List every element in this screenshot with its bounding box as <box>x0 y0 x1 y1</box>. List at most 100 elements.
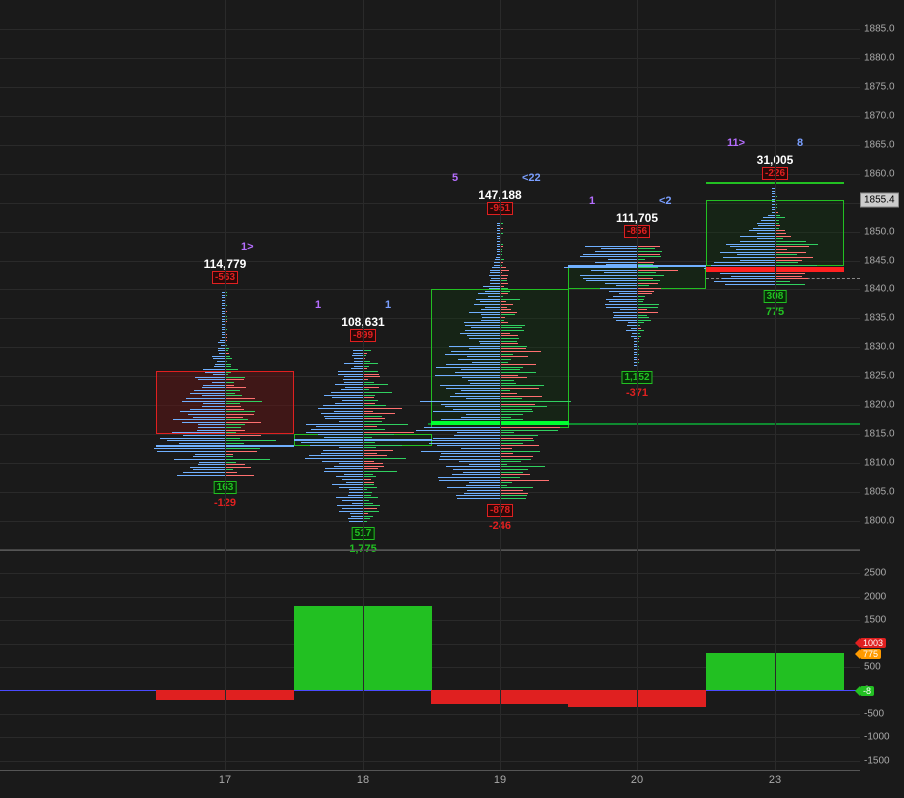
profile-ask <box>637 304 659 305</box>
absorption-count: 8 <box>797 137 803 149</box>
y-tick-label: 1840.0 <box>864 284 895 295</box>
profile-bid <box>468 380 500 381</box>
profile-ask <box>225 448 260 449</box>
profile-bid <box>342 500 363 501</box>
profile-ask <box>225 379 244 380</box>
profile-ask <box>225 358 232 359</box>
profile-bid <box>190 467 225 468</box>
y-tick-label: 1825.0 <box>864 371 895 382</box>
profile-ask <box>500 362 508 363</box>
y-tick-label: 1870.0 <box>864 110 895 121</box>
profile-ask <box>225 459 270 460</box>
profile-ask <box>363 418 385 419</box>
gridline-h <box>0 714 860 715</box>
profile-bid <box>467 335 500 336</box>
profile-ask <box>363 395 375 396</box>
profile-bid <box>469 338 500 339</box>
profile-ask <box>775 276 802 277</box>
x-axis-line <box>0 770 860 771</box>
profile-ask <box>500 393 517 394</box>
profile-bid <box>322 461 363 462</box>
gridline-h <box>0 347 860 348</box>
profile-bid <box>461 417 500 418</box>
profile-ask <box>363 392 392 393</box>
profile-ask <box>225 403 240 404</box>
profile-bid <box>342 400 363 401</box>
profile-ask <box>637 256 661 257</box>
profile-bid <box>469 312 500 313</box>
main-price-panel[interactable]: 114,779-5631>163-129108,631-899115171,77… <box>0 0 860 550</box>
profile-bid <box>585 246 637 247</box>
profile-ask <box>637 272 656 273</box>
y-tick-label: 1880.0 <box>864 52 895 63</box>
profile-ask <box>363 432 414 433</box>
profile-bid <box>466 485 500 486</box>
current-price-marker: 1855.4 <box>860 193 899 208</box>
profile-ask <box>500 367 523 368</box>
profile-ask <box>363 479 371 480</box>
gridline-h <box>0 463 860 464</box>
profile-ask <box>363 508 377 509</box>
profile-ask <box>225 419 248 420</box>
profile-bid <box>167 440 225 441</box>
sub-zero-line <box>0 690 860 691</box>
y-tick-label: 1830.0 <box>864 342 895 353</box>
profile-ask <box>225 401 262 402</box>
profile-ask <box>500 388 539 389</box>
profile-bid <box>731 276 775 277</box>
profile-ask <box>500 490 523 491</box>
profile-bid <box>324 471 363 472</box>
profile-ask <box>500 293 508 294</box>
profile-bid <box>157 451 225 452</box>
profile-ask <box>637 259 645 260</box>
profile-ask <box>363 397 374 398</box>
profile-bid <box>339 421 363 422</box>
profile-bid <box>213 374 225 375</box>
profile-bid <box>350 513 363 514</box>
profile-bid <box>472 362 500 363</box>
profile-bid <box>483 286 500 287</box>
profile-ask <box>225 472 237 473</box>
profile-bid <box>182 422 225 423</box>
profile-bid <box>318 434 363 435</box>
profile-bid <box>465 330 500 331</box>
profile-ask <box>225 438 240 439</box>
sub-axis-marker: 1003 <box>860 638 886 648</box>
profile-ask <box>500 396 542 397</box>
profile-bid <box>321 413 363 414</box>
profile-ask <box>500 459 531 460</box>
profile-bid <box>490 270 500 271</box>
gridline-h <box>0 29 860 30</box>
profile-bid <box>344 474 363 475</box>
profile-bid <box>306 432 363 433</box>
profile-bid <box>218 342 225 343</box>
profile-ask <box>363 429 385 430</box>
profile-bid <box>203 385 225 386</box>
profile-bid <box>174 459 225 460</box>
profile-bid <box>212 356 225 357</box>
gridline-v <box>225 0 226 770</box>
profile-bid <box>604 272 637 273</box>
profile-ask <box>500 354 513 355</box>
profile-bid <box>465 325 500 326</box>
profile-bid <box>352 503 363 504</box>
sub-indicator-panel[interactable] <box>0 550 860 770</box>
profile-bid <box>616 320 637 321</box>
profile-ask <box>225 369 238 370</box>
y-tick-label: 1805.0 <box>864 487 895 498</box>
profile-ask <box>637 285 649 286</box>
absorption-count: <22 <box>522 172 541 184</box>
profile-ask <box>225 382 234 383</box>
profile-bid <box>740 260 775 261</box>
profile-ask <box>775 236 791 237</box>
profile-ask <box>225 462 236 463</box>
profile-ask <box>637 309 647 310</box>
profile-bid <box>480 343 500 344</box>
profile-bid <box>591 270 637 271</box>
profile-ask <box>363 416 382 417</box>
gridline-v <box>637 0 638 770</box>
profile-ask <box>500 398 522 399</box>
profile-ask <box>500 299 520 300</box>
profile-bid <box>613 317 637 318</box>
profile-ask <box>775 257 813 258</box>
